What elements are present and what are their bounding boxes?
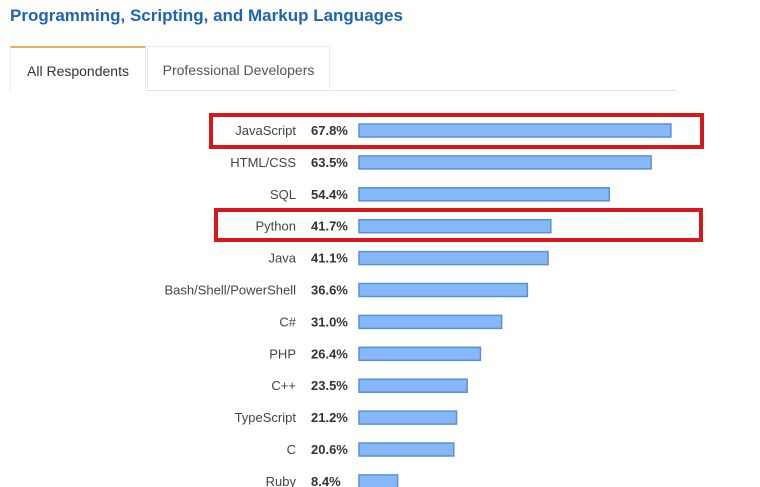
value-label: 67.8% <box>311 123 348 138</box>
bar-bash-shell-powershell <box>358 282 529 298</box>
value-label: 54.4% <box>311 187 348 202</box>
value-label: 20.6% <box>311 442 348 457</box>
bar-c- <box>358 378 468 393</box>
category-label: Bash/Shell/PowerShell <box>164 283 296 298</box>
bar-java <box>358 250 549 266</box>
bar-php <box>358 346 482 362</box>
highlight-box-javascript <box>209 113 704 149</box>
bar-javascript <box>358 123 672 138</box>
category-label: Ruby <box>266 474 297 487</box>
category-label: PHP <box>269 346 296 361</box>
value-label: 36.6% <box>311 283 348 298</box>
category-label: SQL <box>270 187 296 202</box>
value-label: 26.4% <box>311 346 348 361</box>
page-title: Programming, Scripting, and Markup Langu… <box>10 6 403 25</box>
value-label: 41.1% <box>311 251 348 266</box>
category-label: C++ <box>271 378 296 393</box>
bar-c <box>358 442 455 457</box>
bar-html-css <box>358 155 652 170</box>
value-label: 23.5% <box>311 378 348 393</box>
category-label: TypeScript <box>235 410 297 425</box>
category-label: HTML/CSS <box>230 155 296 170</box>
category-label: C <box>287 442 296 457</box>
value-label: 63.5% <box>311 155 348 170</box>
category-label: C# <box>279 314 296 329</box>
bar-c- <box>358 314 503 330</box>
bar-typescript <box>358 410 458 425</box>
bar-python <box>358 218 552 234</box>
tab-all-respondents[interactable]: All Respondents <box>10 46 146 91</box>
tab-professional-developers[interactable]: Professional Developers <box>147 46 330 89</box>
value-label: 31.0% <box>311 314 348 329</box>
highlight-box-python <box>214 208 703 242</box>
bar-sql <box>358 187 610 202</box>
category-label: Java <box>269 251 297 266</box>
category-label: Python <box>256 219 296 234</box>
bar-ruby <box>358 474 399 487</box>
tab-bar: All Respondents Professional Developers <box>10 46 676 91</box>
value-label: 41.7% <box>311 219 348 234</box>
value-label: 21.2% <box>311 410 348 425</box>
category-label: JavaScript <box>235 123 296 138</box>
value-label: 8.4% <box>311 474 341 487</box>
